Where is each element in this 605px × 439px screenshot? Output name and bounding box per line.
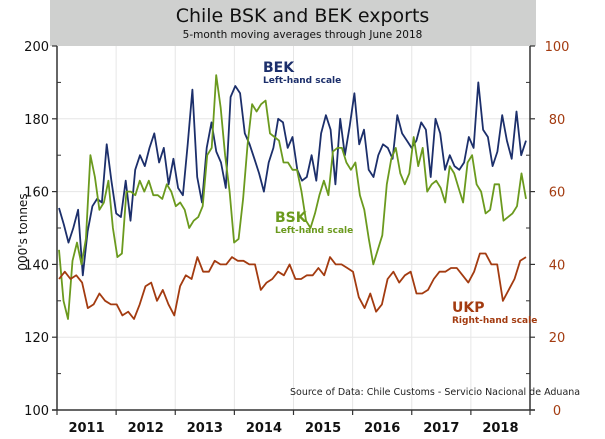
bek-scale-note: Left-hand scale — [263, 76, 342, 86]
y2-tick-label: 100 — [545, 40, 570, 55]
bsk-label: BSK — [275, 210, 307, 226]
y-tick-label: 200 — [24, 40, 49, 55]
y-tick-label: 120 — [24, 331, 49, 346]
y-tick-label: 100 — [24, 404, 49, 419]
ukp-scale-note: Right-hand scale — [452, 316, 538, 326]
axes — [52, 45, 535, 415]
x-tick-label: 2017 — [423, 421, 459, 436]
title-banner — [50, 0, 536, 46]
bek-label: BEK — [263, 60, 295, 76]
bsk-annotation: BSK Left-hand scale — [275, 210, 353, 236]
series-line-bsk — [58, 74, 527, 320]
chart-subtitle: 5-month moving averages through June 201… — [182, 29, 423, 41]
y2-tick-label: 60 — [549, 186, 566, 201]
bsk-scale-note: Left-hand scale — [275, 226, 354, 236]
y-tick-label: 180 — [24, 113, 49, 128]
x-tick-label: 2018 — [482, 421, 518, 436]
y2-tick-label: 20 — [549, 331, 566, 346]
chart-title: Chile BSK and BEK exports — [175, 5, 430, 27]
x-tick-label: 2013 — [187, 421, 223, 436]
x-tick-label: 2015 — [305, 421, 341, 436]
y2-tick-label: 0 — [553, 404, 561, 419]
y2-tick-label: 40 — [549, 258, 566, 273]
series-line-ukp — [58, 252, 527, 320]
y-tick-label: 160 — [24, 186, 49, 201]
source-note: Source of Data: Chile Customs - Servicio… — [290, 387, 581, 398]
tick-labels: 100 120 140 160 180 200 0 20 40 60 80 100 2011 2012 20… — [24, 40, 569, 436]
ukp-label: UKP — [452, 300, 485, 316]
series-line-bek — [58, 81, 527, 277]
y2-tick-label: 80 — [549, 113, 566, 128]
y-axis-label: 000's tonnes — [16, 193, 30, 271]
x-tick-label: 2016 — [364, 421, 400, 436]
x-tick-label: 2012 — [128, 421, 164, 436]
x-tick-label: 2011 — [68, 421, 104, 436]
ukp-annotation: UKP Right-hand scale — [452, 300, 537, 326]
series-lines — [58, 74, 527, 320]
x-tick-label: 2014 — [246, 421, 282, 436]
bek-annotation: BEK Left-hand scale — [263, 60, 341, 86]
y-tick-label: 140 — [24, 258, 49, 273]
